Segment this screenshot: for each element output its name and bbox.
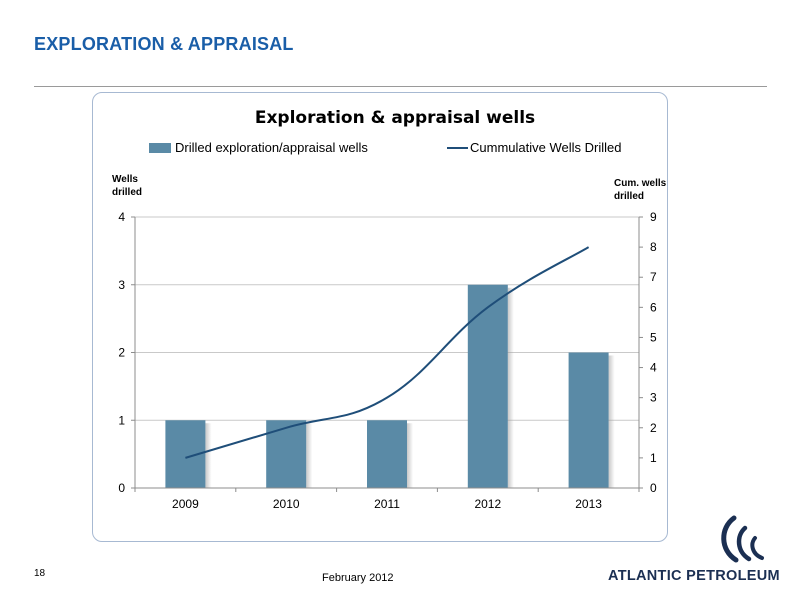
x-tick-label: 2012 (474, 497, 501, 511)
chart-legend: Drilled exploration/appraisal wells Cumm… (149, 140, 621, 155)
x-tick-label: 2009 (172, 497, 199, 511)
y-right-tick-label: 6 (650, 300, 657, 314)
page-number: 18 (34, 568, 46, 579)
bar-shadow (507, 287, 514, 488)
company-logo: ATLANTIC PETROLEUM (604, 512, 780, 592)
y-right-tick-label: 5 (650, 330, 657, 344)
bar (467, 284, 508, 488)
y-left-tick-label: 0 (118, 481, 125, 495)
cumulative-line-path (185, 246, 590, 459)
footer-date: February 2012 (322, 572, 394, 584)
y-right-tick-label: 3 (650, 391, 657, 405)
x-tick-label: 2010 (273, 497, 300, 511)
bar (568, 352, 609, 488)
y-right-tick-label: 1 (650, 451, 657, 465)
logo-text: ATLANTIC PETROLEUM (608, 568, 780, 584)
y-axis-left-label: Wells drilled (112, 174, 142, 198)
slide-title: EXPLORATION & APPRAISAL (34, 34, 294, 54)
cumulative-line (185, 246, 590, 459)
y-left-tick-label: 4 (118, 210, 125, 224)
chart-svg: Exploration & appraisal wells Drilled ex… (112, 108, 667, 511)
y-right-tick-label: 8 (650, 240, 657, 254)
chart-frame: Exploration & appraisal wells Drilled ex… (92, 92, 668, 542)
legend-line-label: Cummulative Wells Drilled (470, 140, 621, 155)
y-right-tick-label: 0 (650, 481, 657, 495)
bar (367, 420, 407, 488)
x-tick-label: 2011 (374, 497, 400, 511)
bars (165, 284, 615, 488)
bar-shadow (306, 423, 313, 488)
axes: 0 1 2 3 4 0 1 2 3 4 5 6 7 8 9 2009 2010 2011 2012 2013 (118, 210, 657, 511)
y-right-tick-label: 9 (650, 210, 657, 224)
y-left-tick-label: 3 (118, 278, 125, 292)
y-right-tick-label: 7 (650, 270, 657, 284)
y-left-tick-label: 1 (118, 413, 125, 427)
bar-shadow (608, 355, 615, 488)
x-tick-label: 2013 (575, 497, 602, 511)
chart-title: Exploration & appraisal wells (255, 108, 535, 128)
title-divider (34, 86, 767, 87)
y-right-tick-label: 2 (650, 421, 657, 435)
gridlines (135, 216, 639, 421)
bar-shadow (205, 423, 212, 488)
y-axis-right-label: Cum. wells drilled (614, 178, 667, 202)
bar-shadow (407, 423, 413, 488)
logo-wave-icon (721, 515, 764, 563)
y-right-tick-label: 4 (650, 361, 657, 375)
bar (266, 420, 307, 488)
legend-bar-label: Drilled exploration/appraisal wells (175, 140, 368, 155)
legend-bar-swatch (149, 143, 171, 153)
y-left-tick-label: 2 (118, 346, 125, 360)
